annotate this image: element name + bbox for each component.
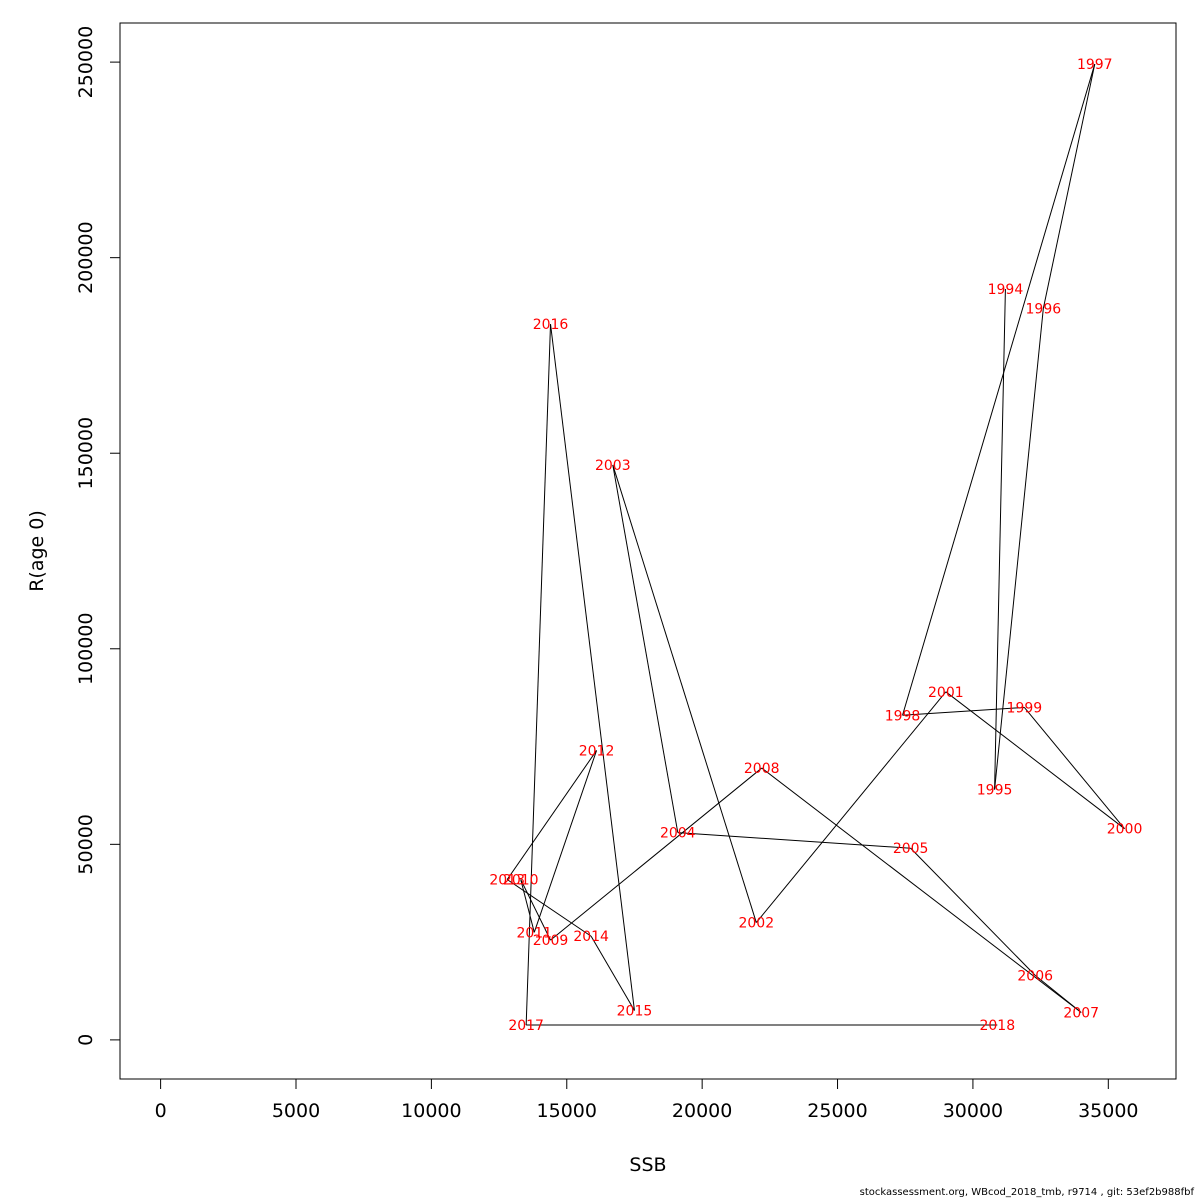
segment-1994-1995 xyxy=(994,288,1006,790)
point-label-2012: 2012 xyxy=(579,743,615,759)
point-label-2004: 2004 xyxy=(660,826,696,842)
segment-2016-2017 xyxy=(525,324,552,1026)
point-label-2018: 2018 xyxy=(979,1018,1015,1034)
x-tick-label: 0 xyxy=(155,1100,167,1122)
segment-2001-2002 xyxy=(755,691,947,923)
point-label-2017: 2017 xyxy=(508,1018,544,1034)
point-label-2009: 2009 xyxy=(533,933,569,949)
segment-2013-2014 xyxy=(506,879,592,937)
series-path xyxy=(506,63,1125,1026)
y-tick-label: 0 xyxy=(75,1034,97,1046)
segment-2010-2011 xyxy=(520,879,535,933)
segment-2008-2009 xyxy=(550,767,763,941)
point-label-2005: 2005 xyxy=(893,841,929,857)
point-label-2014: 2014 xyxy=(573,929,609,945)
point-label-2008: 2008 xyxy=(744,761,780,777)
x-tick-label: 35000 xyxy=(1078,1100,1138,1122)
point-label-2006: 2006 xyxy=(1017,968,1053,984)
segment-1997-1998 xyxy=(902,63,1096,716)
segment-2011-2012 xyxy=(533,750,598,933)
y-tick-label: 100000 xyxy=(75,613,97,686)
segment-2007-2008 xyxy=(761,767,1082,1013)
segment-2015-2016 xyxy=(550,324,635,1011)
segment-2009-2010 xyxy=(520,879,551,941)
point-label-2015: 2015 xyxy=(617,1004,653,1020)
point-label-1996: 1996 xyxy=(1026,302,1062,318)
point-label-2001: 2001 xyxy=(928,685,964,701)
segment-1999-2000 xyxy=(1023,707,1125,830)
segment-2012-2013 xyxy=(506,750,597,880)
point-label-2003: 2003 xyxy=(595,458,631,474)
segment-2000-2001 xyxy=(945,691,1125,830)
x-axis: 0 5000 10000 15000 20000 25000 30000 35000 xyxy=(155,1078,1139,1122)
point-label-2010: 2010 xyxy=(503,873,539,889)
year-labels: 1994 1995 1996 1997 1998 1999 2000 2001 2002 2003… xyxy=(489,57,1142,1034)
point-label-1995: 1995 xyxy=(977,783,1013,799)
x-tick-label: 15000 xyxy=(537,1100,597,1122)
segment-2005-2006 xyxy=(910,847,1036,976)
x-tick-label: 5000 xyxy=(272,1100,320,1122)
x-tick-label: 30000 xyxy=(943,1100,1003,1122)
y-axis: 0 50000 100000 150000 200000 250000 xyxy=(75,26,121,1046)
x-tick-label: 20000 xyxy=(672,1100,732,1122)
plot-frame xyxy=(119,22,1177,1080)
point-label-2013: 2013 xyxy=(489,873,525,889)
point-label-2000: 2000 xyxy=(1107,822,1143,838)
segment-1996-1997 xyxy=(1042,63,1096,309)
point-label-2002: 2002 xyxy=(738,916,774,932)
x-tick-label: 25000 xyxy=(807,1100,867,1122)
point-label-2011: 2011 xyxy=(516,925,552,941)
segment-1998-1999 xyxy=(902,706,1025,716)
segment-2014-2015 xyxy=(590,935,635,1011)
segment-1995-1996 xyxy=(994,308,1044,790)
x-axis-title: SSB xyxy=(629,1154,666,1176)
segment-2003-2004 xyxy=(612,464,679,833)
y-tick-label: 150000 xyxy=(75,417,97,490)
y-tick-label: 50000 xyxy=(75,814,97,874)
x-tick-label: 10000 xyxy=(401,1100,461,1122)
point-label-1999: 1999 xyxy=(1007,700,1043,716)
y-tick-label: 250000 xyxy=(75,26,97,99)
point-label-1994: 1994 xyxy=(988,282,1024,298)
segment-2004-2005 xyxy=(677,832,911,849)
point-label-1998: 1998 xyxy=(885,708,921,724)
point-label-2016: 2016 xyxy=(533,317,569,333)
point-label-2007: 2007 xyxy=(1063,1006,1099,1022)
y-axis-title: R(age 0) xyxy=(26,510,48,592)
segment-2002-2003 xyxy=(612,464,757,923)
y-tick-label: 200000 xyxy=(75,221,97,294)
point-label-1997: 1997 xyxy=(1077,57,1113,73)
footer-note: stockassessment.org, WBcod_2018_tmb, r97… xyxy=(859,1187,1194,1198)
